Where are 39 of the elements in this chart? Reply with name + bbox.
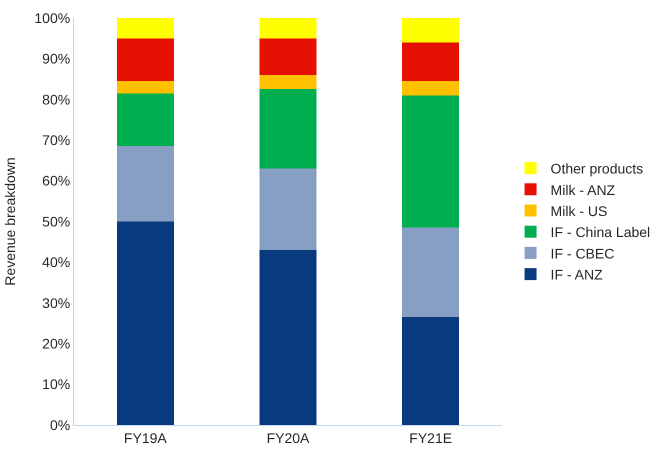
y-tick-label: 60% — [42, 172, 70, 189]
bar — [116, 146, 174, 222]
legend-label: IF - CBEC — [550, 245, 614, 262]
legend-label: IF - China Label — [550, 224, 650, 240]
bar — [259, 168, 317, 250]
y-tick-label: 90% — [42, 50, 70, 67]
legend-label: Other products — [550, 160, 644, 177]
bar — [116, 38, 174, 82]
y-tick-label: 50% — [42, 213, 70, 230]
bar — [116, 18, 174, 38]
bar — [402, 81, 460, 96]
bar — [116, 222, 174, 425]
y-tick-label: 0% — [50, 416, 70, 433]
x-tick-label: FY19A — [124, 430, 168, 446]
bar — [259, 18, 317, 38]
bar — [116, 93, 174, 146]
bar — [259, 250, 317, 425]
y-tick-label: 70% — [42, 132, 70, 148]
bar — [402, 42, 460, 82]
bar — [259, 38, 317, 75]
x-tick-label: FY20A — [266, 430, 310, 446]
y-tick-label: 10% — [42, 376, 70, 392]
y-tick-label: 20% — [42, 336, 70, 352]
legend-label: IF - ANZ — [550, 266, 604, 283]
y-tick-label: 100% — [34, 10, 70, 26]
legend-label: Milk - US — [550, 202, 608, 219]
y-tick-label: 30% — [42, 294, 70, 311]
x-tick-label: FY21E — [409, 430, 452, 446]
bar — [116, 81, 174, 94]
bar — [259, 89, 317, 169]
bar — [402, 18, 460, 42]
y-tick-label: 40% — [42, 254, 70, 270]
bar — [402, 228, 460, 318]
legend-label: Milk - ANZ — [550, 182, 616, 198]
bar — [402, 317, 460, 425]
bar — [259, 74, 317, 90]
y-tick-label: 80% — [42, 91, 70, 108]
y-axis-title: Revenue breakdown — [2, 157, 18, 286]
bar — [402, 95, 460, 228]
